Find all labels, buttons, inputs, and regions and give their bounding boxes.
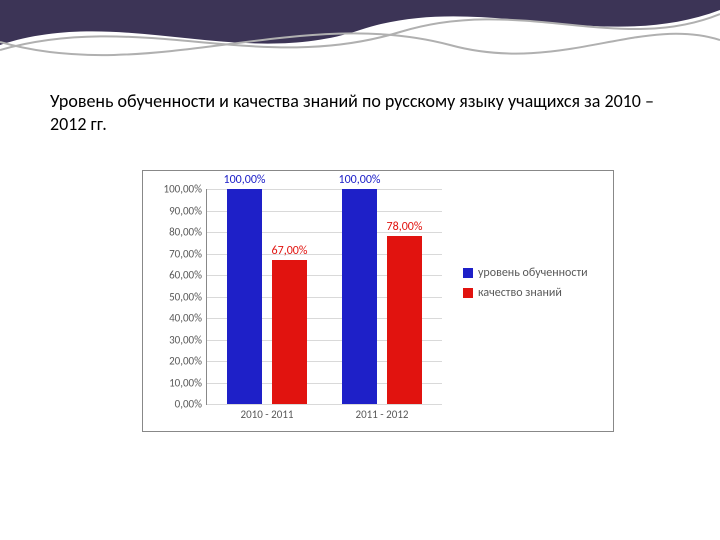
bar xyxy=(387,236,422,404)
bar-value-label: 78,00% xyxy=(387,220,423,234)
legend-label: уровень обученности xyxy=(478,266,588,280)
bar-value-label: 100,00% xyxy=(339,173,381,187)
legend: уровень обученности качество знаний xyxy=(463,266,588,306)
y-tick-label: 80,00% xyxy=(169,226,207,239)
y-tick-label: 20,00% xyxy=(169,355,207,368)
page-title: Уровень обученности и качества знаний по… xyxy=(50,90,670,135)
bar-value-label: 100,00% xyxy=(224,173,266,187)
legend-swatch xyxy=(463,288,473,298)
chart-container: 0,00% 10,00% 20,00% 30,00% 40,00% 50,00% 60,00… xyxy=(142,170,614,432)
y-tick-label: 90,00% xyxy=(169,204,207,217)
y-tick-label: 100,00% xyxy=(164,183,207,196)
bar xyxy=(227,189,262,404)
y-tick-label: 70,00% xyxy=(169,247,207,260)
legend-item: качество знаний xyxy=(463,286,588,300)
x-tick-label: 2011 - 2012 xyxy=(356,404,409,421)
bar xyxy=(272,260,307,404)
legend-item: уровень обученности xyxy=(463,266,588,280)
legend-label: качество знаний xyxy=(478,286,562,300)
y-tick-label: 30,00% xyxy=(169,333,207,346)
y-tick-label: 10,00% xyxy=(169,376,207,389)
y-tick-label: 50,00% xyxy=(169,290,207,303)
header-wave xyxy=(0,0,720,80)
bar-value-label: 67,00% xyxy=(272,244,308,258)
plot-area: 0,00%10,00%20,00%30,00%40,00%50,00%60,00… xyxy=(206,189,442,405)
x-tick-label: 2010 - 2011 xyxy=(241,404,294,421)
y-tick-label: 60,00% xyxy=(169,269,207,282)
legend-swatch xyxy=(463,268,473,278)
y-tick-label: 40,00% xyxy=(169,312,207,325)
bar xyxy=(342,189,377,404)
y-tick-label: 0,00% xyxy=(175,398,207,411)
